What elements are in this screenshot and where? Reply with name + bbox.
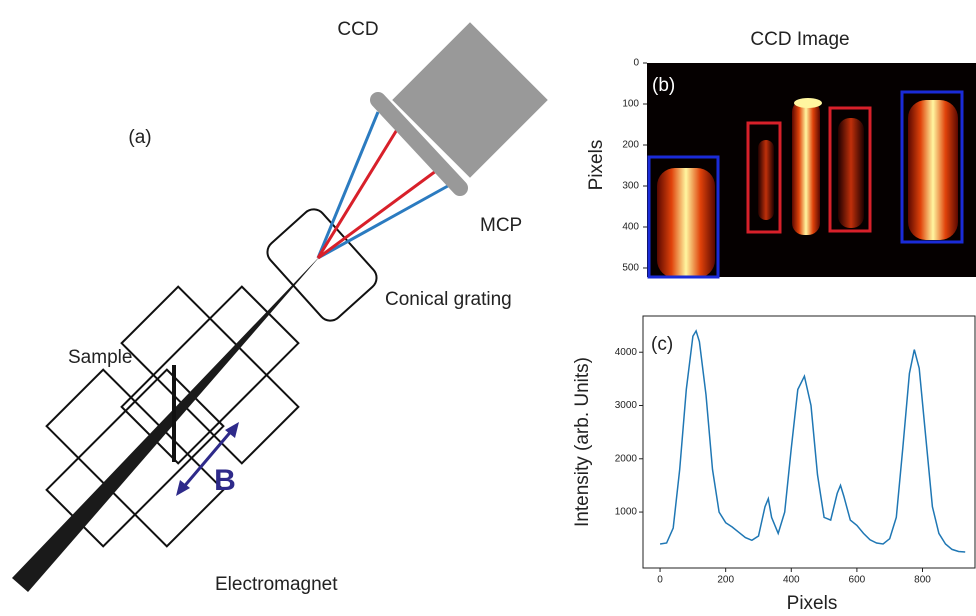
y-tick-label: 2000	[615, 453, 638, 464]
figure: CCD (a) MCP Conical grating Sample B Ele…	[0, 0, 976, 616]
axis-label: Intensity (arb. Units)	[572, 357, 593, 527]
y-tick-label: 500	[622, 263, 639, 274]
spot	[838, 118, 864, 228]
line-chart: (c) Pixels Intensity (arb. Units)	[572, 316, 975, 614]
spot	[758, 140, 774, 220]
ccd-image: (b) CCD Image Pixels	[586, 29, 976, 278]
spot	[792, 100, 820, 235]
spot	[908, 100, 958, 240]
plot-frame	[643, 316, 975, 568]
panel-label: (b)	[652, 75, 675, 96]
y-tick-label: 100	[622, 99, 639, 110]
spot	[794, 98, 822, 108]
x-tick-label: 400	[783, 575, 800, 586]
y-tick-label: 200	[622, 140, 639, 151]
panel-label: (c)	[651, 334, 673, 355]
axis-label: Pixels	[787, 593, 838, 614]
x-tick-label: 800	[914, 575, 931, 586]
label: MCP	[480, 215, 522, 236]
beam	[12, 254, 322, 592]
x-tick-label: 0	[657, 575, 663, 586]
label: Electromagnet	[215, 574, 338, 595]
axis-label: Pixels	[586, 140, 607, 191]
y-tick-label: 0	[633, 58, 639, 69]
data-line	[660, 331, 965, 552]
label: CCD	[337, 19, 378, 40]
label: B	[214, 464, 236, 497]
title: CCD Image	[750, 29, 849, 50]
y-tick-label: 400	[622, 222, 639, 233]
panel-label: (a)	[128, 127, 151, 148]
label: Conical grating	[385, 289, 512, 310]
label: Sample	[68, 347, 132, 368]
diagram: CCD (a) MCP Conical grating Sample B Ele…	[12, 19, 548, 595]
spot	[657, 168, 715, 278]
y-tick-label: 1000	[615, 507, 638, 518]
y-tick-label: 4000	[615, 347, 638, 358]
x-tick-label: 600	[849, 575, 866, 586]
y-tick-label: 3000	[615, 400, 638, 411]
ccd-detector	[392, 22, 548, 178]
y-tick-label: 300	[622, 181, 639, 192]
x-tick-label: 200	[717, 575, 734, 586]
